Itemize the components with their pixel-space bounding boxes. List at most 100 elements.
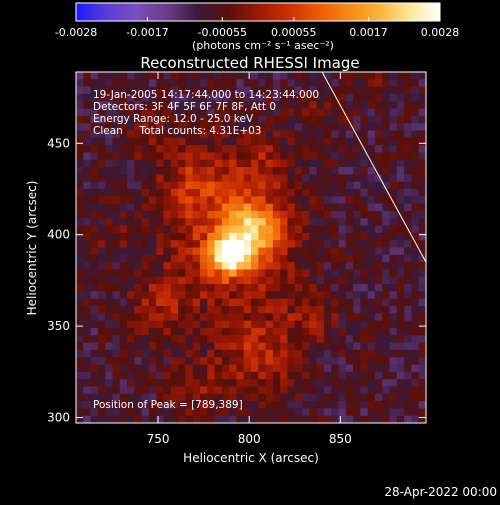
heatmap-cell: [265, 72, 274, 80]
heatmap-cell: [105, 393, 113, 402]
heatmap-cell: [134, 86, 143, 95]
heatmap-cell: [192, 218, 201, 226]
heatmap-cell: [382, 262, 390, 270]
heatmap-cell: [345, 145, 354, 153]
heatmap-cell: [389, 276, 398, 285]
heatmap-cell: [251, 371, 259, 380]
heatmap-cell: [280, 93, 288, 102]
heatmap-cell: [127, 152, 135, 161]
heatmap-cell: [316, 218, 325, 226]
heatmap-cell: [207, 276, 215, 285]
heatmap-cell: [338, 174, 347, 183]
heatmap-cell: [345, 72, 354, 80]
heatmap-cell: [148, 152, 157, 161]
heatmap-cell: [221, 401, 230, 409]
heatmap-cell: [251, 254, 259, 263]
heatmap-cell: [389, 72, 398, 80]
heatmap-cell: [156, 415, 164, 424]
heatmap-cell: [90, 210, 99, 219]
x-axis-label: Heliocentric X (arcsec): [183, 451, 319, 465]
heatmap-cell: [345, 320, 354, 329]
heatmap-cell: [90, 342, 99, 351]
heatmap-cell: [323, 371, 332, 380]
heatmap-cell: [178, 408, 186, 417]
heatmap-cell: [156, 357, 164, 365]
heatmap-cell: [316, 306, 325, 314]
heatmap-cell: [382, 232, 390, 241]
heatmap-cell: [323, 225, 332, 234]
heatmap-cell: [76, 276, 84, 285]
heatmap-cell: [112, 306, 121, 314]
heatmap-cell: [236, 123, 245, 131]
heatmap-cell: [338, 123, 347, 131]
heatmap-cell: [345, 152, 354, 161]
heatmap-cell: [243, 254, 252, 263]
heatmap-cell: [294, 408, 303, 417]
heatmap-cell: [221, 379, 230, 387]
heatmap-cell: [389, 320, 398, 329]
heatmap-cell: [134, 364, 143, 373]
heatmap-cell: [404, 386, 412, 395]
heatmap-cell: [418, 386, 427, 395]
heatmap-cell: [170, 408, 179, 417]
heatmap-cell: [178, 240, 186, 248]
heatmap-cell: [185, 145, 194, 153]
heatmap-cell: [316, 415, 325, 424]
heatmap-cell: [199, 196, 208, 205]
heatmap-cell: [404, 254, 412, 263]
heatmap-cell: [90, 159, 99, 168]
heatmap-cell: [178, 159, 186, 168]
heatmap-cell: [112, 130, 121, 139]
heatmap-cell: [199, 320, 208, 329]
heatmap-cell: [148, 371, 157, 380]
heatmap-cell: [396, 276, 405, 285]
heatmap-cell: [265, 313, 274, 322]
heatmap-cell: [374, 313, 383, 322]
heatmap-cell: [83, 101, 91, 109]
heatmap-cell: [396, 93, 405, 102]
heatmap-cell: [302, 232, 310, 241]
heatmap-cell: [331, 262, 339, 270]
heatmap-cell: [360, 240, 369, 248]
heatmap-cell: [345, 189, 354, 197]
heatmap-cell: [265, 93, 274, 102]
heatmap-cell: [418, 203, 427, 212]
heatmap-cell: [214, 291, 223, 300]
heatmap-cell: [97, 320, 106, 329]
heatmap-cell: [396, 247, 405, 256]
heatmap-cell: [148, 247, 157, 256]
heatmap-cell: [97, 306, 106, 314]
heatmap-cell: [127, 210, 135, 219]
heatmap-cell: [163, 415, 172, 424]
heatmap-cell: [229, 210, 237, 219]
heatmap-cell: [374, 86, 383, 95]
heatmap-cell: [156, 349, 164, 358]
heatmap-cell: [323, 72, 332, 80]
heatmap-cell: [119, 123, 128, 131]
heatmap-cell: [258, 189, 266, 197]
heatmap-cell: [178, 320, 186, 329]
heatmap-cell: [280, 181, 288, 190]
heatmap-cell: [272, 189, 281, 197]
x-tick-label: 850: [329, 432, 352, 446]
heatmap-cell: [302, 115, 310, 124]
heatmap-cell: [251, 284, 259, 292]
heatmap-cell: [265, 269, 274, 278]
heatmap-cell: [331, 137, 339, 146]
heatmap-cell: [119, 130, 128, 139]
heatmap-cell: [265, 349, 274, 358]
heatmap-cell: [272, 415, 281, 424]
heatmap-cell: [331, 152, 339, 161]
heatmap-cell: [243, 379, 252, 387]
heatmap-cell: [178, 203, 186, 212]
heatmap-cell: [287, 115, 296, 124]
heatmap-cell: [345, 357, 354, 365]
heatmap-cell: [396, 181, 405, 190]
heatmap-cell: [287, 371, 296, 380]
heatmap-cell: [105, 276, 113, 285]
heatmap-cell: [105, 93, 113, 102]
heatmap-cell: [382, 174, 390, 183]
heatmap-cell: [382, 225, 390, 234]
heatmap-cell: [185, 262, 194, 270]
heatmap-cell: [178, 115, 186, 124]
